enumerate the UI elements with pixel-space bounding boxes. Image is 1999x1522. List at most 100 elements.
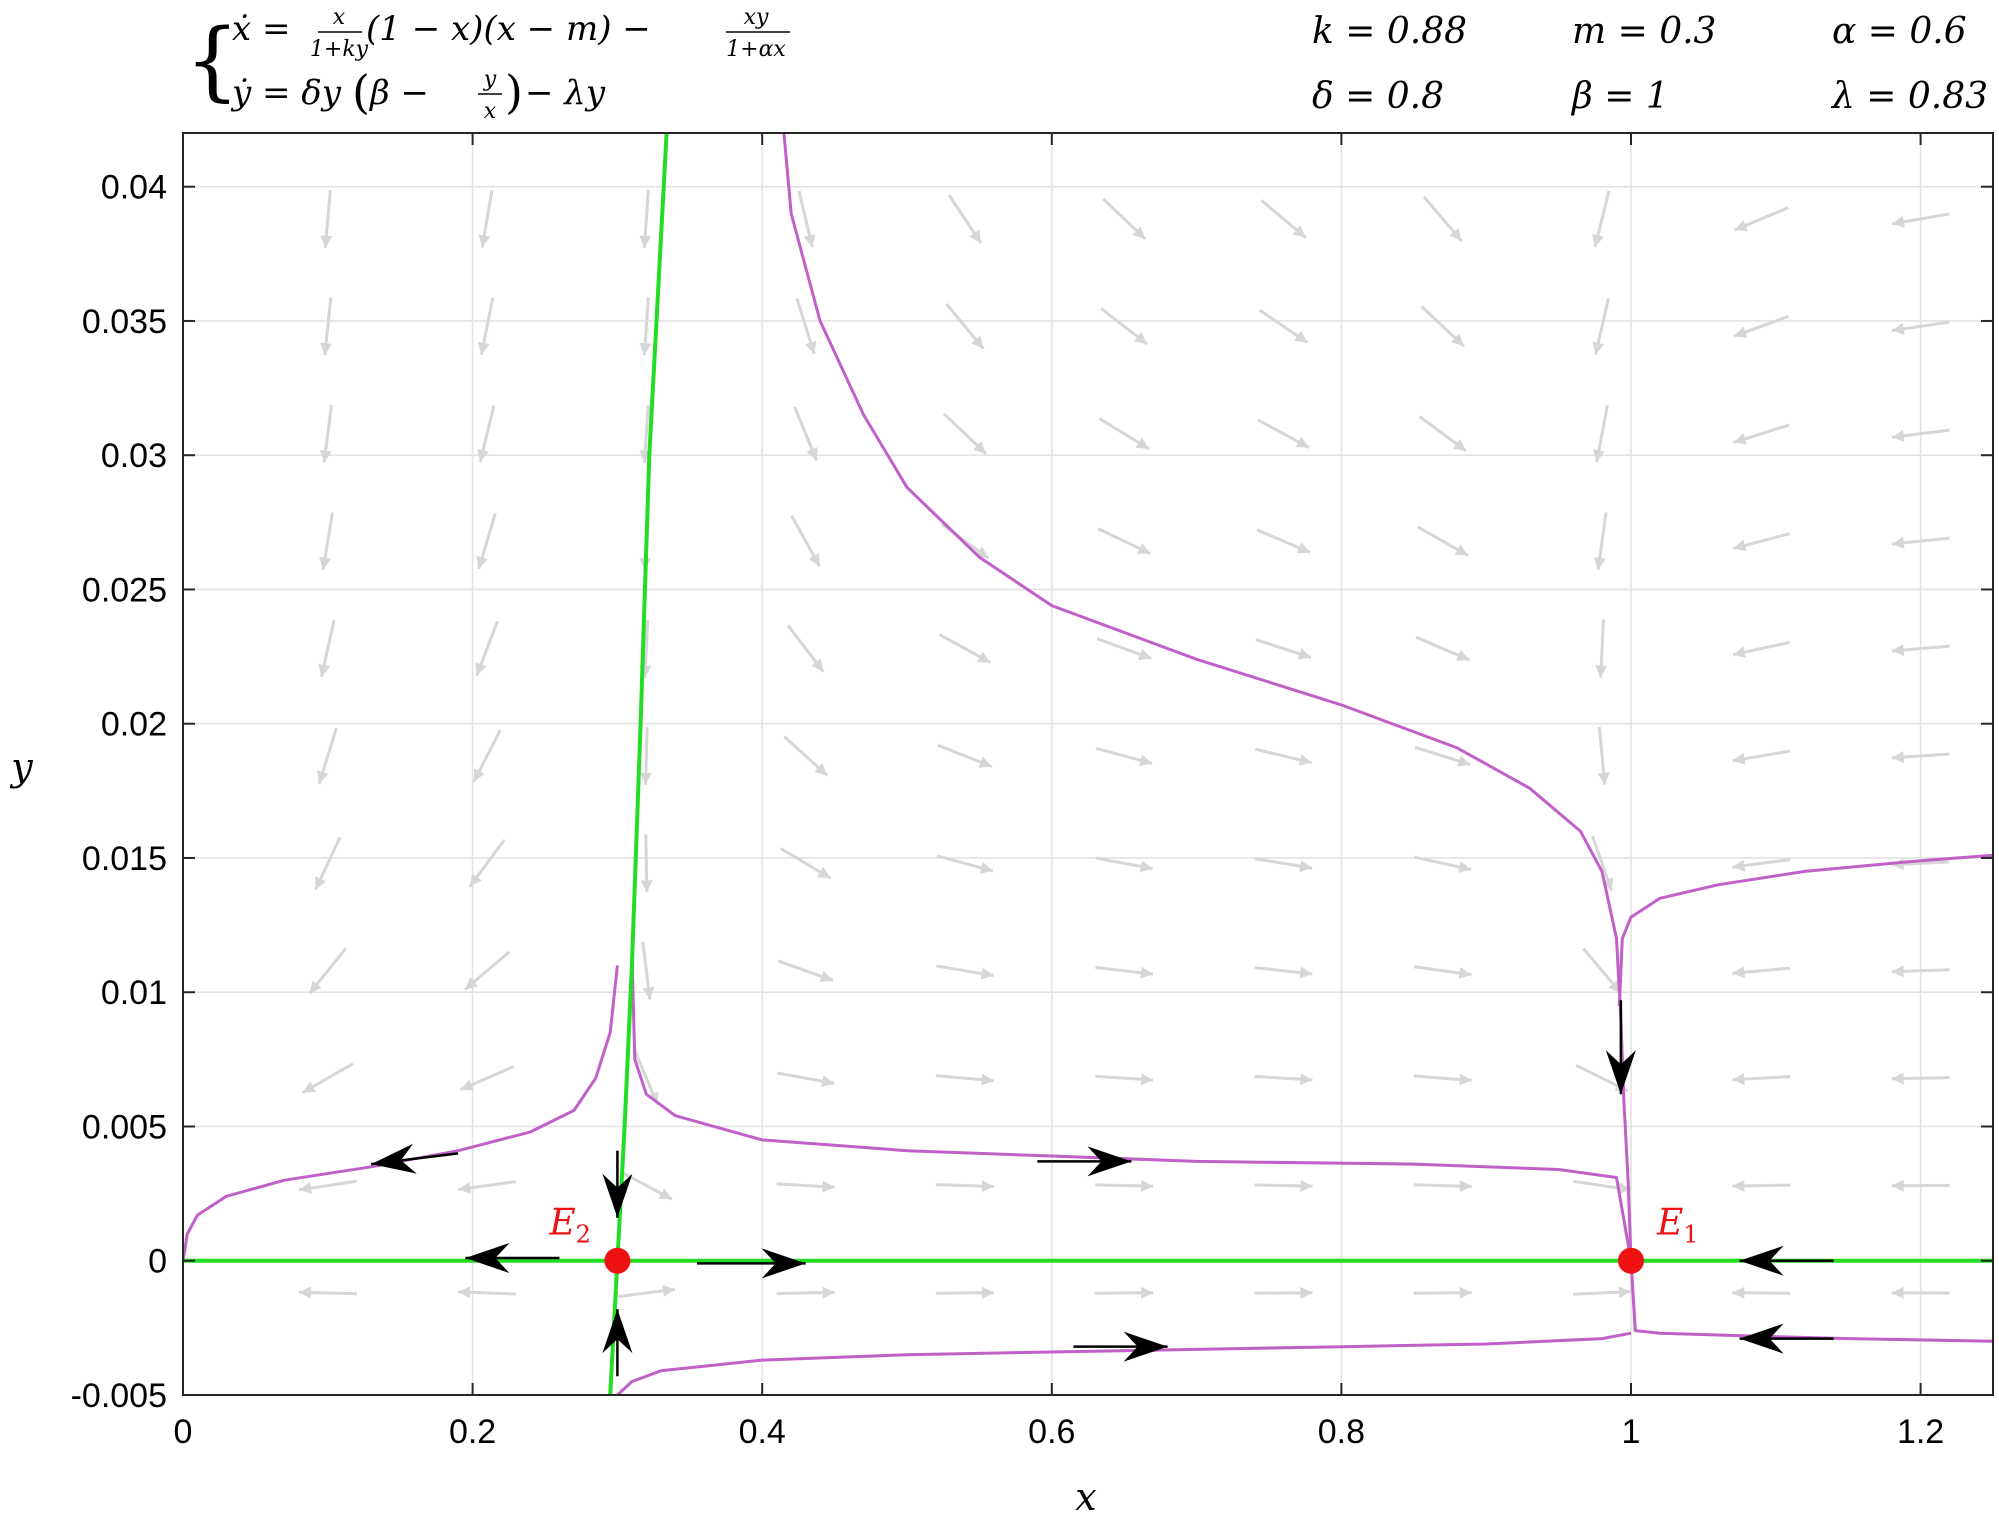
vector-field-arrowhead bbox=[1592, 233, 1604, 248]
direction-arrows bbox=[371, 1000, 1834, 1377]
vector-field-arrowhead bbox=[808, 553, 820, 567]
trajectory-curve bbox=[1629, 1260, 1993, 1343]
direction-arrow-head bbox=[1739, 1323, 1784, 1354]
param-m: m = 0.3 bbox=[1572, 11, 1716, 52]
vector-field-arrowhead bbox=[1452, 438, 1467, 451]
vector-field-arrowhead bbox=[1141, 1286, 1154, 1299]
vector-field-arrowhead bbox=[1136, 543, 1151, 554]
vector-field-arrowhead bbox=[1732, 859, 1746, 872]
vector-field-arrowhead bbox=[658, 1188, 672, 1200]
vector-field-arrowhead bbox=[309, 980, 322, 994]
axis-ticks: 0 0.2 0.4 0.6 0.8 1 1.2-0.00500.0050.010.0150.… bbox=[71, 133, 1993, 1451]
vector-field-arrowhead bbox=[302, 1081, 317, 1093]
param-delta: δ = 0.8 bbox=[1312, 76, 1444, 117]
vector-field-arrowhead bbox=[298, 1286, 311, 1299]
vector-field-arrowhead bbox=[1732, 966, 1745, 979]
vector-field-arrowhead bbox=[1732, 1179, 1745, 1192]
vector-field-arrowhead bbox=[639, 772, 652, 785]
vector-field-arrowhead bbox=[1734, 219, 1748, 232]
vector-field-arrowhead bbox=[821, 1075, 835, 1088]
vector-field-arrowhead bbox=[1297, 648, 1312, 660]
vector-field-arrowhead bbox=[478, 234, 491, 248]
vector-field-arrowhead bbox=[469, 873, 482, 887]
vector-field-arrowhead bbox=[1734, 326, 1748, 338]
direction-arrow-head bbox=[602, 1173, 633, 1218]
vector-field-arrowhead bbox=[318, 663, 330, 677]
vector-field-arrowhead bbox=[1592, 341, 1605, 355]
x-tick-label: 0 bbox=[174, 1413, 193, 1451]
param-lambda: λ = 0.83 bbox=[1830, 76, 1988, 117]
vector-field-arrowhead bbox=[1732, 752, 1746, 765]
vector-field-arrowhead bbox=[1458, 861, 1472, 873]
vector-field-arrowhead bbox=[662, 1284, 676, 1297]
vector-field-arrowhead bbox=[1593, 557, 1606, 570]
y-axis-label: y bbox=[9, 745, 33, 789]
vector-field-arrowhead bbox=[475, 662, 487, 676]
plot-frame bbox=[182, 132, 1994, 1396]
eq1-fraction-1: x 1+ky bbox=[310, 5, 369, 62]
vector-field-arrowhead bbox=[1592, 449, 1605, 463]
x-tick-label: 1.2 bbox=[1897, 1413, 1944, 1451]
vector-field-arrowhead bbox=[1456, 649, 1470, 661]
vector-field-arrowhead bbox=[976, 651, 991, 663]
trajectory-curve bbox=[630, 951, 1633, 1261]
param-beta: β = 1 bbox=[1570, 76, 1669, 117]
vector-field-arrowhead bbox=[1135, 437, 1149, 449]
eq2-frac-numerator: y bbox=[483, 67, 497, 92]
equilibrium-point bbox=[1618, 1247, 1644, 1274]
vector-field-arrowhead bbox=[803, 234, 816, 248]
vector-field-arrowhead bbox=[1134, 331, 1148, 345]
vector-field-arrowhead bbox=[1140, 966, 1154, 979]
y-tick-label: 0.03 bbox=[101, 437, 167, 475]
vector-field-arrowhead bbox=[1892, 215, 1905, 228]
eq2-inner: β − bbox=[368, 73, 429, 113]
eq1-middle: (1 − x)(x − m) − bbox=[366, 9, 651, 49]
vector-field-arrowhead bbox=[642, 986, 655, 1000]
vector-field-arrowhead bbox=[1299, 966, 1313, 979]
eq1-frac1-denominator: 1+ky bbox=[310, 37, 369, 62]
y-tick-label: 0.035 bbox=[82, 303, 167, 341]
vector-field-arrowhead bbox=[1891, 429, 1905, 442]
param-k: k = 0.88 bbox=[1312, 11, 1467, 52]
direction-arrow-head bbox=[465, 1243, 510, 1274]
vector-field-arrowhead bbox=[1139, 860, 1153, 873]
vector-field-arrowhead bbox=[319, 556, 331, 570]
eq1-fraction-2: xy 1+αx bbox=[726, 5, 790, 62]
equation-y-dot: ẏ = δy bbox=[230, 73, 342, 113]
vector-field-arrowhead bbox=[1595, 665, 1608, 678]
y-tick-label: 0.025 bbox=[82, 571, 167, 609]
vector-field-arrowhead bbox=[1138, 648, 1152, 660]
x-tick-label: 0.8 bbox=[1318, 1413, 1365, 1451]
x-tick-label: 0.2 bbox=[449, 1413, 496, 1451]
vector-field-arrowhead bbox=[1732, 1286, 1745, 1299]
vector-field-arrowhead bbox=[640, 880, 653, 893]
vector-field-arrowhead bbox=[458, 1181, 472, 1194]
vector-field-arrowhead bbox=[1300, 1073, 1313, 1086]
vector-field-arrowhead bbox=[1733, 539, 1747, 552]
vector-field-arrowhead bbox=[317, 770, 329, 784]
vector-field-arrowhead bbox=[1597, 772, 1610, 785]
vector-field-arrowhead bbox=[814, 762, 828, 776]
vector-field-arrowhead bbox=[639, 342, 652, 356]
equilibrium-label: E2 bbox=[548, 1203, 591, 1249]
vector-field-arrowhead bbox=[458, 1286, 471, 1299]
vector-field bbox=[298, 189, 1950, 1299]
x-axis-label: x bbox=[1075, 1475, 1096, 1519]
equation-x-dot: ẋ = bbox=[232, 9, 290, 49]
eq2-paren-close: ) bbox=[505, 65, 523, 119]
eq2-fraction: y x bbox=[478, 67, 502, 124]
direction-arrow-head bbox=[761, 1248, 806, 1279]
vector-field-arrowhead bbox=[1891, 1179, 1904, 1192]
vector-field-arrowhead bbox=[973, 441, 986, 454]
vector-field-arrowhead bbox=[464, 977, 478, 990]
vector-field-arrowhead bbox=[299, 1182, 312, 1195]
vector-field-arrowhead bbox=[1295, 436, 1309, 448]
vector-field-arrowhead bbox=[981, 1180, 994, 1193]
vector-field-arrowhead bbox=[1459, 1286, 1472, 1299]
y-tick-label: -0.005 bbox=[71, 1377, 167, 1415]
vector-field-arrowhead bbox=[1457, 755, 1471, 767]
y-tick-label: 0.01 bbox=[101, 974, 167, 1012]
vector-field-arrowhead bbox=[320, 342, 333, 356]
